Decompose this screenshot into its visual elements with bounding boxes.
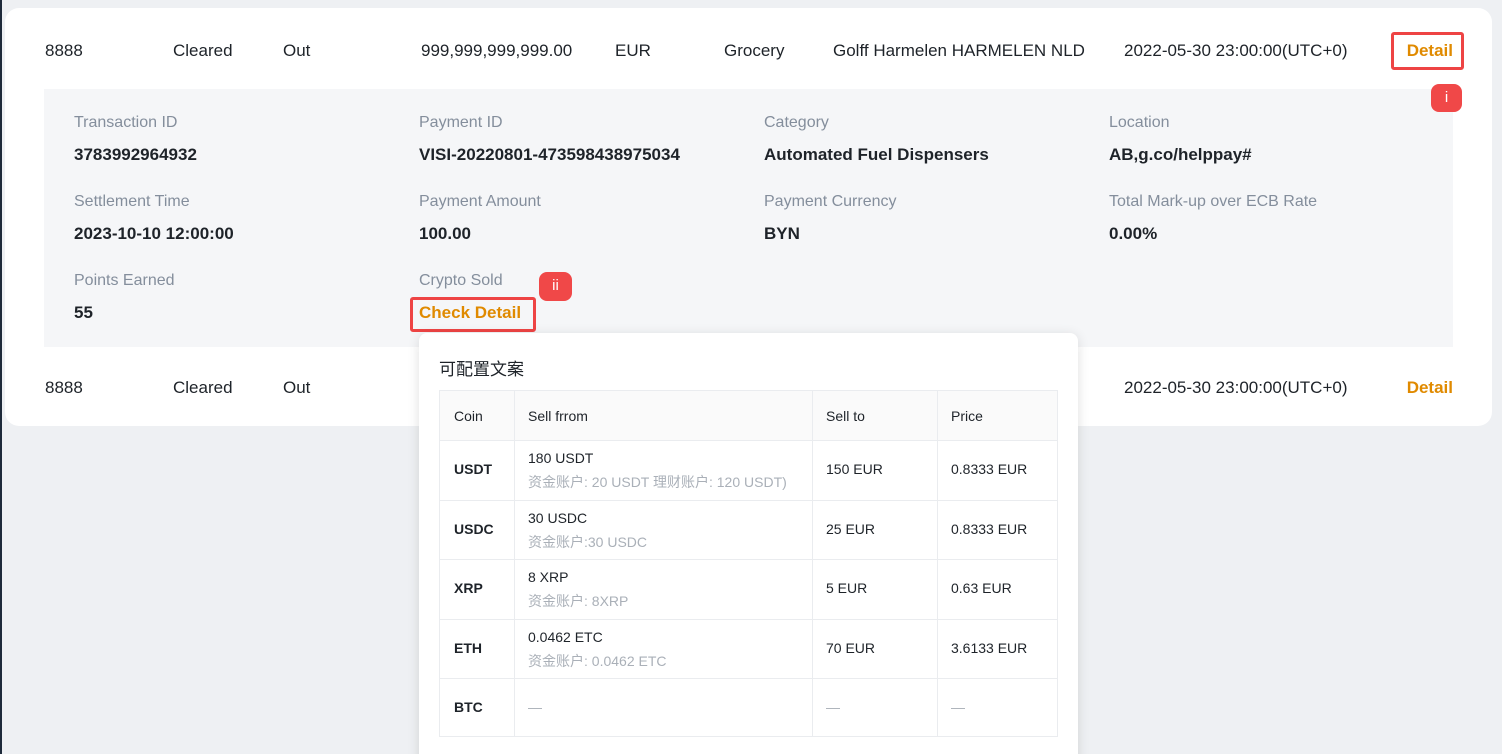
crypto-table: Coin Sell frrom Sell to Price USDT 180 USDT 资金… bbox=[439, 390, 1058, 737]
sell-to: 70 EUR bbox=[826, 639, 876, 656]
cell-id: 8888 bbox=[45, 378, 83, 397]
field-value: BYN bbox=[764, 224, 800, 243]
sell-from: 180 USDT bbox=[528, 450, 594, 466]
cell-time: 2022-05-30 23:00:00(UTC+0) bbox=[1124, 378, 1348, 397]
detail-panel bbox=[44, 89, 1453, 347]
row-divider bbox=[440, 678, 1057, 679]
field-value: Automated Fuel Dispensers bbox=[764, 145, 989, 164]
cell-merchant: Golff Harmelen HARMELEN NLD bbox=[833, 41, 1085, 60]
field-value: AB,g.co/helppay# bbox=[1109, 145, 1252, 164]
field-label: Location bbox=[1109, 114, 1170, 131]
field-label: Crypto Sold bbox=[419, 272, 503, 289]
coin: BTC bbox=[454, 699, 483, 715]
price: 0.8333 EUR bbox=[951, 520, 1028, 537]
cell-id: 8888 bbox=[45, 41, 83, 60]
field-label: Payment ID bbox=[419, 114, 503, 131]
field-value: VISI-20220801-473598438975034 bbox=[419, 145, 680, 164]
detail-link[interactable]: Detail bbox=[1406, 378, 1453, 397]
column-divider bbox=[937, 391, 938, 736]
column-divider bbox=[812, 391, 813, 736]
check-detail-link[interactable]: Check Detail bbox=[419, 303, 522, 322]
coin: USDT bbox=[454, 461, 493, 477]
popover: 可配置文案 Coin Sell frrom Sell to Price USDT 180 … bbox=[419, 333, 1078, 754]
field-label: Transaction ID bbox=[74, 114, 178, 131]
sell-from: — bbox=[528, 699, 542, 715]
column-divider bbox=[514, 391, 515, 736]
cell-direction: Out bbox=[283, 378, 311, 397]
sell-to: — bbox=[826, 699, 840, 715]
sell-from: 0.0462 ETC bbox=[528, 628, 603, 645]
table-header bbox=[440, 391, 1057, 441]
annotation-badge: ii bbox=[539, 272, 572, 301]
cell-amount: 999,999,999,999.00 bbox=[421, 41, 573, 60]
field-label: Category bbox=[764, 114, 829, 131]
column-header: Price bbox=[951, 408, 983, 424]
sell-from-note: 资金账户: 20 USDT 理财账户: 120 USDT) bbox=[528, 474, 787, 490]
cell-currency: EUR bbox=[615, 41, 651, 60]
field-value: 55 bbox=[74, 303, 93, 322]
row-divider bbox=[440, 559, 1057, 560]
sell-to: 5 EUR bbox=[826, 580, 868, 596]
coin: ETH bbox=[454, 639, 482, 656]
row-divider bbox=[440, 618, 1057, 620]
cell-status: Cleared bbox=[173, 41, 233, 60]
sell-to: 25 EUR bbox=[826, 520, 876, 537]
highlight-box bbox=[1391, 32, 1464, 70]
sell-to: 150 EUR bbox=[826, 461, 883, 477]
popover-title: 可配置文案 bbox=[439, 360, 524, 379]
column-header: Coin bbox=[454, 408, 483, 424]
field-label: Settlement Time bbox=[74, 193, 190, 210]
sell-from-note: 资金账户: 8XRP bbox=[528, 593, 629, 609]
field-label: Total Mark-up over ECB Rate bbox=[1109, 193, 1318, 210]
sell-from: 8 XRP bbox=[528, 569, 569, 585]
field-value: 3783992964932 bbox=[74, 145, 197, 164]
cell-time: 2022-05-30 23:00:00(UTC+0) bbox=[1124, 41, 1348, 60]
coin: XRP bbox=[454, 580, 483, 596]
field-label: Payment Currency bbox=[764, 193, 897, 210]
coin: USDC bbox=[454, 520, 494, 537]
field-value: 2023-10-10 12:00:00 bbox=[74, 224, 234, 243]
price: 0.8333 EUR bbox=[951, 461, 1028, 477]
sell-from-note: 资金账户: 0.0462 ETC bbox=[528, 652, 667, 669]
field-label: Payment Amount bbox=[419, 193, 541, 210]
annotation-badge: i bbox=[1431, 84, 1462, 112]
column-header: Sell to bbox=[826, 408, 865, 424]
field-value: 100.00 bbox=[419, 224, 471, 243]
field-value: 0.00% bbox=[1109, 224, 1158, 243]
row-divider bbox=[440, 499, 1057, 501]
column-header: Sell frrom bbox=[528, 408, 588, 424]
detail-link[interactable]: Detail bbox=[1406, 41, 1453, 60]
price: 3.6133 EUR bbox=[951, 639, 1028, 656]
cell-direction: Out bbox=[283, 41, 311, 60]
price: — bbox=[951, 699, 965, 715]
cell-status: Cleared bbox=[173, 378, 233, 397]
sell-from-note: 资金账户:30 USDC bbox=[528, 533, 648, 550]
sell-from: 30 USDC bbox=[528, 509, 588, 526]
cell-category: Grocery bbox=[724, 41, 785, 60]
field-label: Points Earned bbox=[74, 272, 175, 289]
window-edge bbox=[0, 0, 2, 754]
highlight-box bbox=[410, 297, 536, 332]
price: 0.63 EUR bbox=[951, 580, 1012, 596]
